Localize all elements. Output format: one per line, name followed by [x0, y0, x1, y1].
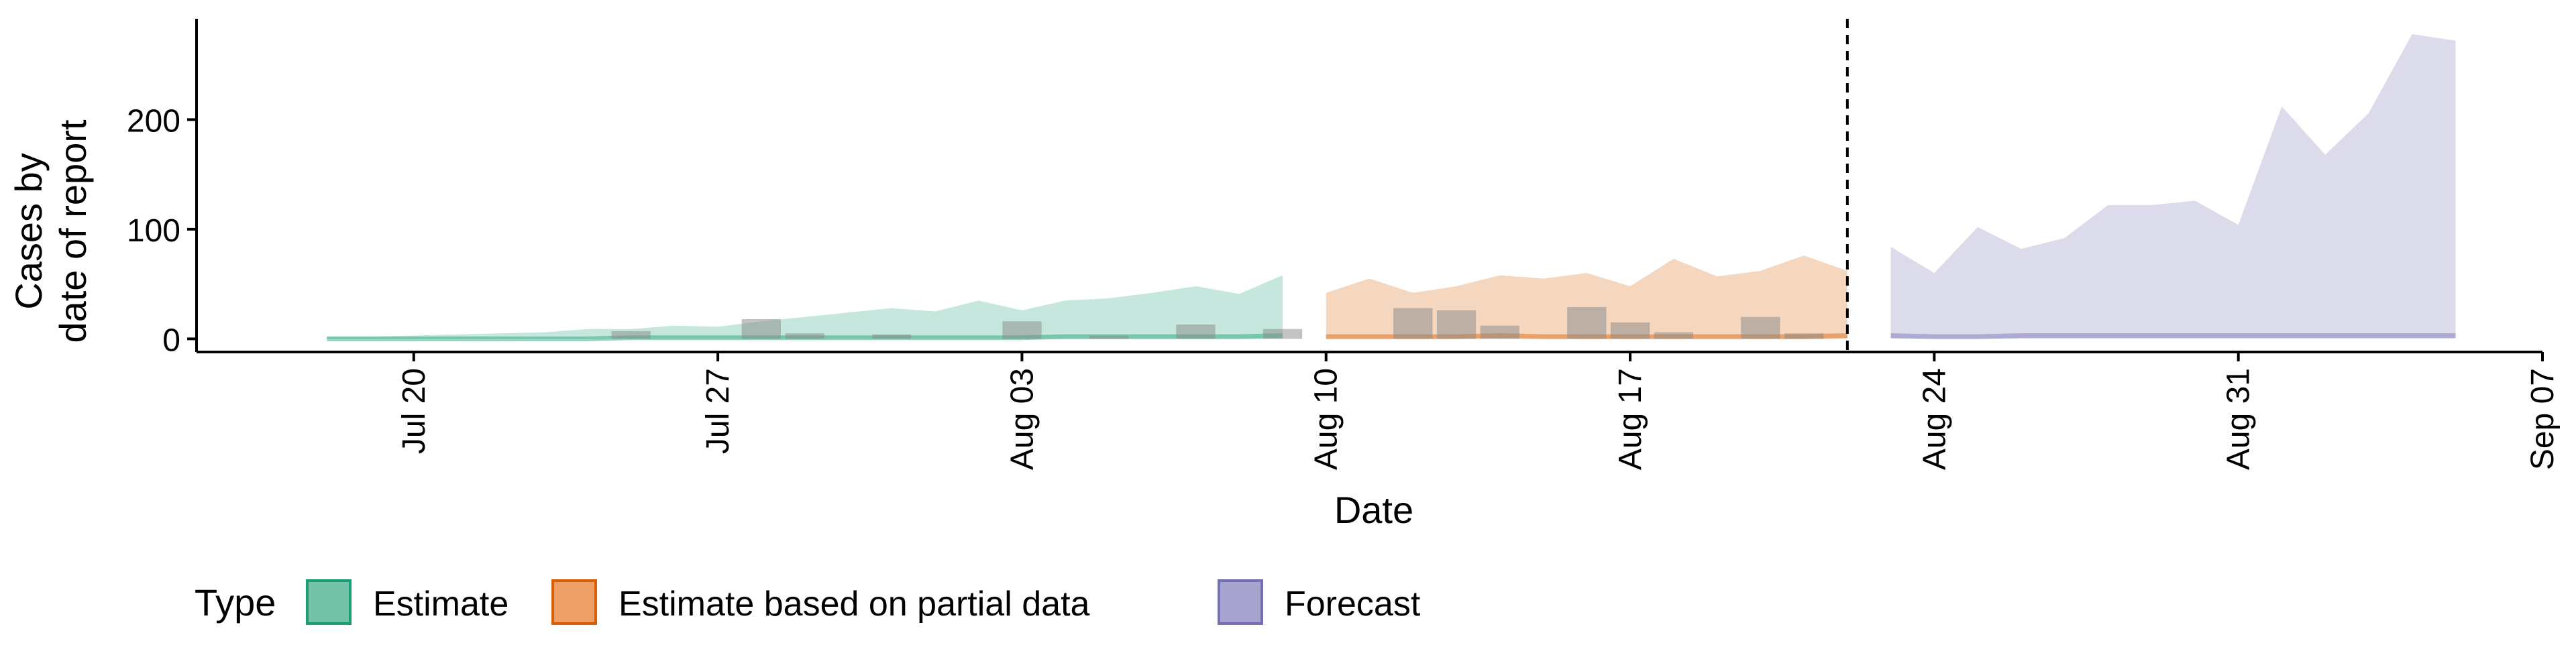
case-bar	[872, 334, 912, 339]
x-tick-label: Sep 07	[2525, 368, 2561, 470]
legend-swatch	[1218, 579, 1263, 625]
case-bar	[1176, 325, 1216, 339]
legend-label: Estimate	[373, 585, 508, 624]
legend-label: Estimate based on partial data	[619, 585, 1090, 624]
x-tick-label: Aug 03	[1004, 368, 1040, 470]
x-tick-label: Jul 20	[396, 368, 432, 454]
x-tick-label: Jul 27	[700, 368, 736, 454]
case-bar	[1654, 332, 1693, 339]
case-bar	[1610, 322, 1650, 339]
x-tick-label: Aug 10	[1309, 368, 1344, 470]
y-tick-label: 200	[127, 103, 180, 139]
plot-area	[327, 19, 2456, 352]
x-tick-label: Aug 24	[1917, 368, 1952, 470]
y-axis-title-line1: Cases by	[7, 153, 50, 309]
case-bar	[1567, 307, 1607, 339]
case-bar	[1436, 310, 1477, 339]
median-line-3	[1890, 333, 2456, 339]
ribbon-3	[1890, 34, 2456, 339]
case-bar	[1002, 321, 1042, 339]
legend-title: Type	[195, 581, 276, 624]
ribbon-1	[327, 275, 1283, 339]
case-bar	[1784, 333, 1824, 339]
case-bar	[741, 319, 781, 339]
y-tick-label: 100	[127, 213, 180, 249]
case-bar	[1089, 335, 1129, 339]
case-bar	[785, 333, 824, 339]
legend-swatch	[551, 579, 597, 625]
x-tick-label: Aug 17	[1613, 368, 1648, 470]
x-tick-label: Aug 31	[2221, 368, 2257, 470]
x-axis-title: Date	[1334, 489, 1413, 531]
case-bar	[611, 331, 651, 339]
case-bar	[1393, 308, 1433, 339]
case-bar	[1263, 329, 1303, 339]
legend-label: Forecast	[1285, 585, 1421, 624]
legend: Type Estimate Estimate based on partial d…	[195, 579, 1421, 625]
case-bar	[1741, 316, 1780, 339]
y-tick-label: 0	[162, 322, 180, 358]
case-bar	[1480, 325, 1519, 339]
legend-swatch	[306, 579, 352, 625]
y-axis-title-line2: date of report	[52, 119, 94, 343]
axes: Cases by date of report Date 0 100 200 Jul …	[7, 19, 2561, 531]
